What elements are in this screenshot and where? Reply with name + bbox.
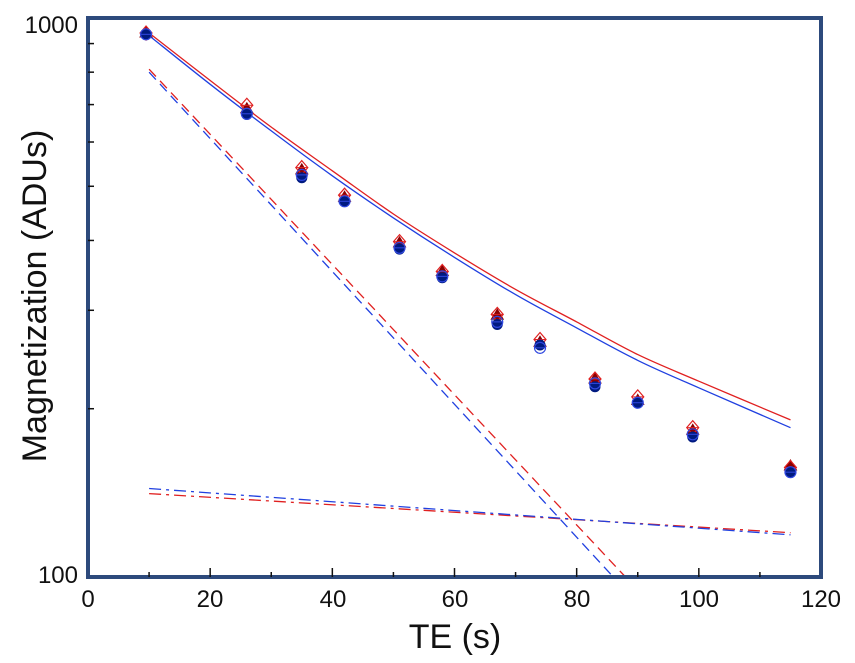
marker-s2-4	[394, 243, 406, 255]
data-markers	[139, 25, 798, 479]
fit-line-5	[149, 487, 791, 536]
axis-ticks	[88, 42, 761, 577]
marker-s2-10	[687, 431, 699, 443]
fit-line-1	[148, 35, 791, 429]
marker-s2-1	[241, 109, 253, 121]
x-tick-label-40: 40	[320, 586, 347, 613]
marker-s2-2	[296, 172, 308, 184]
marker-s2-7	[534, 339, 546, 351]
marker-s2-8	[589, 381, 601, 393]
y-tick-label-1000: 1000	[25, 12, 78, 39]
x-axis-title: TE (s)	[409, 618, 502, 656]
x-tick-label-100: 100	[679, 586, 719, 613]
fit-line-3	[148, 71, 614, 578]
y-tick-label-100: 100	[38, 562, 78, 589]
fit-line-0	[148, 32, 791, 421]
plot-frame	[86, 16, 823, 579]
fit-line-4	[149, 492, 791, 534]
fit-line-2	[148, 68, 626, 578]
x-tick-label-120: 120	[801, 586, 841, 613]
x-tick-label-60: 60	[442, 586, 469, 613]
fit-lines	[148, 32, 791, 578]
x-tick-label-20: 20	[197, 586, 224, 613]
y-axis-title: Magnetization (ADUs)	[16, 130, 54, 463]
marker-s2-6	[491, 318, 503, 330]
x-tick-label-0: 0	[81, 586, 94, 613]
x-tick-label-80: 80	[564, 586, 591, 613]
